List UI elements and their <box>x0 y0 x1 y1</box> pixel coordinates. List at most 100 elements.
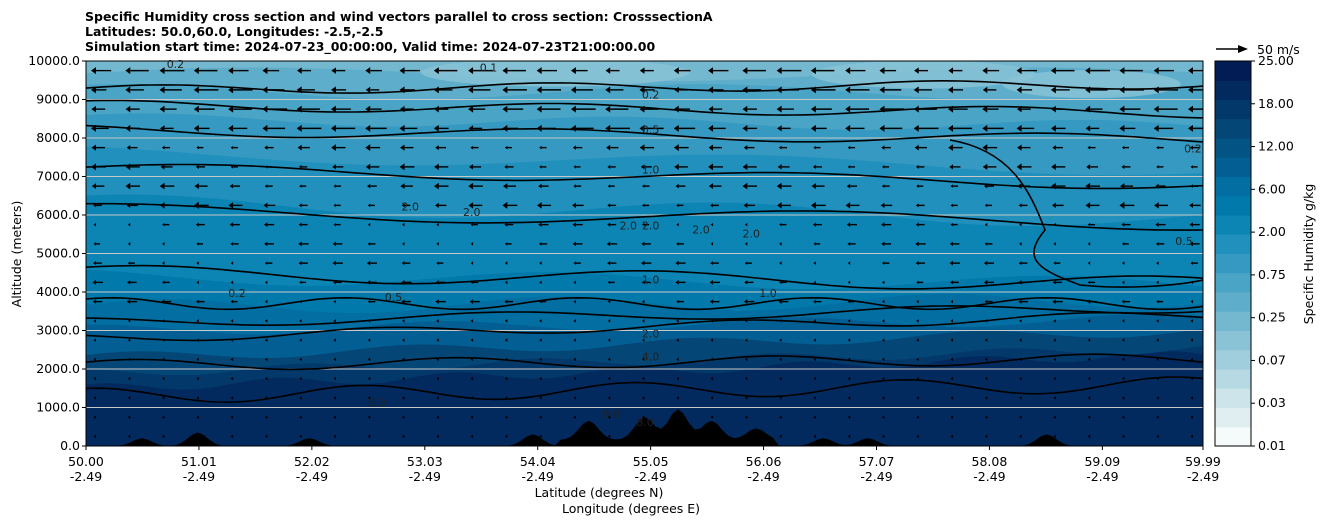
wind-arrow <box>744 357 748 362</box>
wind-arrow-head <box>1053 415 1056 419</box>
wind-arrow-head <box>573 280 576 285</box>
wind-arrow-head <box>606 144 611 151</box>
wind-arrow-head <box>950 184 954 188</box>
wind-arrow-head <box>299 434 302 439</box>
wind-arrow <box>847 299 855 304</box>
wind-arrow-head <box>127 242 131 246</box>
wind-arrow-head <box>776 105 782 113</box>
wind-arrow <box>298 164 308 169</box>
wind-arrow-head <box>298 203 302 208</box>
wind-arrow-head <box>607 184 611 188</box>
wind-arrow-head <box>367 222 371 227</box>
wind-arrow-head <box>91 67 96 75</box>
wind-arrow <box>810 86 836 94</box>
wind-arrow-head <box>1190 376 1193 381</box>
wind-arrow <box>401 299 411 304</box>
wind-arrow-head <box>539 396 542 400</box>
wind-arrow <box>1156 357 1159 362</box>
wind-arrow <box>810 124 827 132</box>
wind-arrow <box>641 260 652 266</box>
wind-arrow-head <box>162 222 165 227</box>
wind-arrow <box>673 105 691 113</box>
wind-arrow-head <box>536 124 542 132</box>
wind-arrow <box>433 86 453 94</box>
wind-arrow <box>92 279 103 285</box>
wind-arrow <box>949 164 961 170</box>
wind-arrow <box>984 415 988 419</box>
wind-arrow-head <box>1019 319 1022 323</box>
wind-arrow-head <box>676 299 679 304</box>
wind-arrow <box>810 201 826 209</box>
wind-arrow <box>469 299 480 304</box>
wind-arrow-head <box>332 260 336 266</box>
wind-arrow-head <box>950 338 954 342</box>
wind-arrow <box>1156 434 1159 439</box>
wind-arrow <box>195 164 206 170</box>
wind-arrow-head <box>264 280 268 285</box>
wind-arrow <box>916 338 919 342</box>
x-tick-label-lat: 53.03 <box>407 454 443 469</box>
wind-arrow-head <box>436 396 439 400</box>
wind-arrow-head <box>778 299 782 304</box>
wind-arrow <box>159 105 177 113</box>
colorbar-segment <box>1215 349 1251 370</box>
wind-arrow <box>913 86 932 94</box>
wind-arrow <box>264 434 268 439</box>
wind-arrow <box>367 396 371 400</box>
wind-arrow <box>196 280 199 285</box>
wind-arrow-head <box>504 242 508 246</box>
wind-arrow-head <box>93 357 96 362</box>
wind-arrow-head <box>402 434 405 439</box>
wind-arrow-head <box>913 124 919 132</box>
wind-arrow-head <box>162 338 165 342</box>
wind-arrow <box>299 396 302 400</box>
wind-arrow-head <box>93 434 96 439</box>
wind-arrow-head <box>1190 415 1193 419</box>
wind-arrow <box>779 261 782 265</box>
wind-arrow <box>880 202 893 209</box>
wind-arrow <box>573 338 576 342</box>
wind-arrow-head <box>573 415 576 419</box>
wind-arrow <box>436 415 439 419</box>
wind-arrow-head <box>879 86 885 94</box>
wind-arrow-head <box>982 67 988 75</box>
wind-arrow <box>333 184 341 188</box>
wind-arrow <box>539 396 542 400</box>
wind-arrow-head <box>813 299 816 304</box>
wind-arrow <box>607 396 611 400</box>
wind-arrow <box>502 67 526 75</box>
wind-arrow <box>1019 376 1022 381</box>
colorbar-tick-label: 0.75 <box>1258 267 1286 282</box>
wind-arrow <box>299 280 307 285</box>
wind-arrow-head <box>196 145 199 150</box>
wind-arrow <box>948 105 968 113</box>
wind-arrow <box>776 86 800 94</box>
wind-arrow-head <box>984 203 988 208</box>
wind-arrow <box>365 124 387 132</box>
wind-arrow-head <box>744 415 748 419</box>
wind-arrow-head <box>160 125 165 132</box>
wind-arrow <box>776 105 794 113</box>
contour-line <box>86 353 1203 371</box>
wind-arrow <box>298 203 308 208</box>
wind-arrow <box>744 222 748 227</box>
wind-arrow-head <box>504 164 508 170</box>
wind-arrow <box>264 415 268 419</box>
wind-arrow <box>881 165 890 169</box>
wind-arrow <box>539 261 542 265</box>
wind-arrow-head <box>538 241 542 246</box>
wind-arrow <box>228 67 249 75</box>
wind-arrow <box>299 415 302 419</box>
wind-arrow-head <box>161 145 165 150</box>
wind-arrow-head <box>984 396 988 400</box>
wind-arrow <box>367 434 371 439</box>
wind-arrow <box>161 299 172 304</box>
wind-arrow <box>573 396 576 400</box>
wind-arrow <box>675 260 686 266</box>
wind-arrow-head <box>847 145 851 150</box>
wind-arrow <box>470 280 479 285</box>
wind-arrow-head <box>710 319 714 323</box>
wind-arrow <box>230 396 234 400</box>
wind-arrow <box>810 105 832 113</box>
wind-arrow-head <box>1053 222 1056 227</box>
